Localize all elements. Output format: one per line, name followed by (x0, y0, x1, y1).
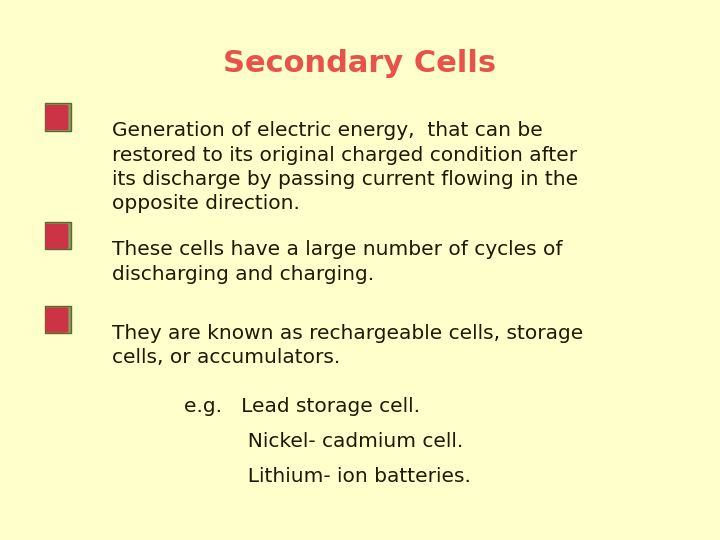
Text: They are known as rechargeable cells, storage
cells, or accumulators.: They are known as rechargeable cells, st… (112, 324, 583, 367)
FancyBboxPatch shape (45, 103, 71, 131)
FancyBboxPatch shape (45, 224, 68, 249)
FancyBboxPatch shape (45, 307, 68, 333)
Text: These cells have a large number of cycles of
discharging and charging.: These cells have a large number of cycle… (112, 240, 562, 284)
FancyBboxPatch shape (45, 105, 68, 130)
Text: Generation of electric energy,  that can be
restored to its original charged con: Generation of electric energy, that can … (112, 122, 577, 213)
Text: Lithium- ion batteries.: Lithium- ion batteries. (184, 467, 470, 486)
Text: Secondary Cells: Secondary Cells (223, 49, 497, 78)
Text: Nickel- cadmium cell.: Nickel- cadmium cell. (184, 432, 463, 451)
Text: e.g.   Lead storage cell.: e.g. Lead storage cell. (184, 397, 420, 416)
FancyBboxPatch shape (45, 306, 71, 333)
FancyBboxPatch shape (45, 222, 71, 249)
